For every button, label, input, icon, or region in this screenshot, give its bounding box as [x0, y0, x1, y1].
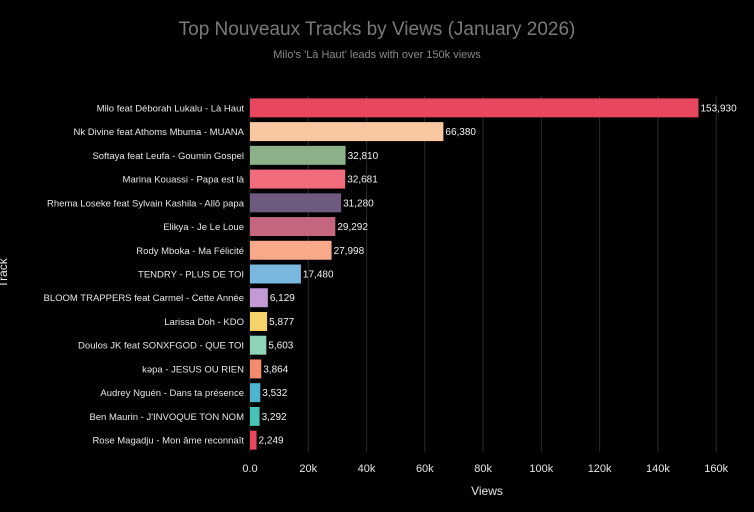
x-tick-label: 140k — [646, 463, 670, 475]
category-label: Ben Maurin - J'INVOQUE TON NOM — [89, 412, 244, 423]
x-axis-ticks: 0.0 20k 40k 60k 80k 100k 120k 140k 160k — [242, 463, 728, 475]
category-label: Rhema Loseke feat Sylvain Kashila - Allô… — [47, 198, 245, 209]
chart-title: Top Nouveaux Tracks by Views (January 20… — [179, 19, 576, 40]
bar — [250, 217, 336, 237]
category-label: Marina Kouassi - Papa est là — [123, 175, 245, 186]
value-labels: 153,930 66,380 32,810 32,681 31,280 29,292 27,… — [259, 103, 738, 446]
bar — [250, 335, 267, 355]
data-label: 31,280 — [343, 198, 374, 209]
data-label: 2,249 — [259, 436, 284, 447]
data-label: 29,292 — [337, 222, 368, 233]
category-label: kəpa - JESUS OU RIEN — [142, 364, 244, 375]
bar — [250, 122, 444, 142]
bar — [250, 383, 261, 403]
data-label: 3,864 — [263, 364, 288, 375]
data-label: 32,810 — [348, 151, 379, 162]
category-labels: Milo feat Déborah Lukalu - Là Haut Nk Div… — [44, 103, 245, 446]
bar — [250, 406, 260, 426]
bar — [250, 288, 268, 308]
y-axis-label: Track — [0, 257, 10, 288]
category-label: Rody Mboka - Ma Félicité — [136, 246, 244, 257]
category-label: Elikya - Je Le Loue — [163, 222, 244, 233]
bar — [250, 264, 301, 284]
bar — [250, 240, 332, 260]
bar — [250, 430, 257, 450]
x-tick-label: 160k — [704, 463, 728, 475]
category-label: Nk Divine feat Athoms Mbuma - MUANA — [73, 127, 244, 138]
category-label: TENDRY - PLUS DE TOI — [138, 270, 244, 281]
x-tick-label: 40k — [358, 463, 376, 475]
x-tick-label: 80k — [474, 463, 492, 475]
data-label: 5,877 — [269, 317, 294, 328]
data-label: 5,603 — [268, 341, 293, 352]
chart-subtitle: Milo's 'Là Haut' leads with over 150k vi… — [273, 49, 481, 61]
bar — [250, 359, 262, 379]
x-tick-label: 0.0 — [242, 463, 257, 475]
category-label: Audrey Nguén - Dans ta présence — [100, 388, 244, 399]
x-tick-label: 100k — [529, 463, 553, 475]
bar — [250, 169, 346, 189]
data-label: 66,380 — [445, 127, 476, 138]
data-label: 27,998 — [334, 246, 365, 257]
bar — [250, 311, 268, 331]
bars-layer — [250, 98, 699, 450]
category-label: Doulos JK feat SONXFGOD - QUE TOI — [78, 341, 244, 352]
x-axis-label: Views — [471, 484, 503, 498]
bar — [250, 193, 342, 213]
category-label: Larissa Doh - KDO — [164, 317, 244, 328]
category-label: Milo feat Déborah Lukalu - Là Haut — [97, 103, 245, 114]
data-label: 3,292 — [262, 412, 287, 423]
category-label: BLOOM TRAPPERS feat Carmel - Cette Année — [44, 293, 244, 304]
data-label: 153,930 — [700, 103, 737, 114]
bar — [250, 145, 346, 165]
data-label: 32,681 — [347, 175, 378, 186]
data-label: 17,480 — [303, 270, 334, 281]
bar — [250, 98, 699, 118]
data-label: 3,532 — [262, 388, 287, 399]
x-tick-label: 120k — [588, 463, 612, 475]
category-label: Softaya feat Leufa - Goumin Gospel — [92, 151, 244, 162]
data-label: 6,129 — [270, 293, 295, 304]
x-tick-label: 20k — [299, 463, 317, 475]
category-label: Rose Magadju - Mon âme reconnaît — [92, 436, 244, 447]
x-tick-label: 60k — [416, 463, 434, 475]
